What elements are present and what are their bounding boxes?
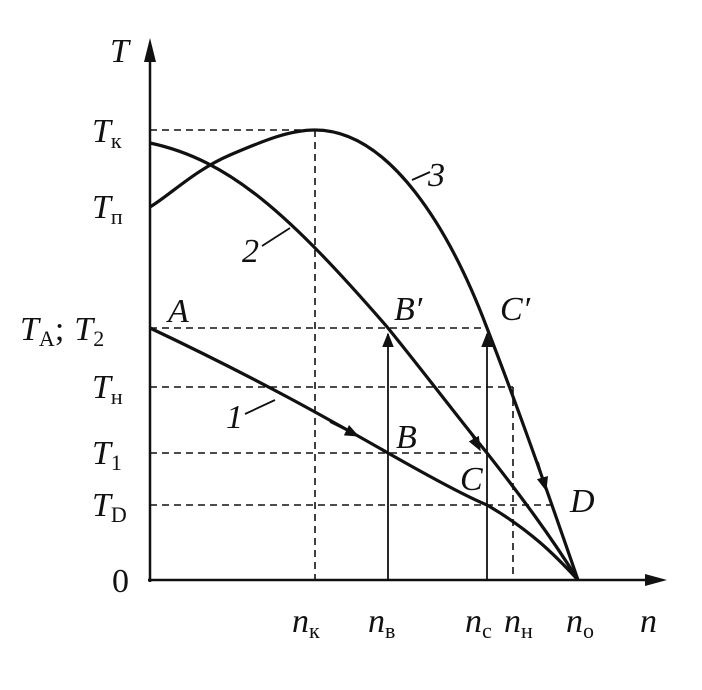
y-label: Tп	[92, 189, 123, 229]
curve-3	[149, 128, 580, 581]
x-arrow	[645, 574, 667, 586]
arrow-3	[536, 461, 548, 492]
x-label: nв	[368, 603, 395, 643]
curves	[149, 128, 580, 582]
point-label: C	[460, 461, 483, 498]
curve-label: 1	[226, 399, 243, 436]
arrow-2	[467, 427, 481, 452]
x-label: nс	[465, 603, 492, 643]
point-label: B	[396, 419, 417, 456]
x-label: nо	[566, 603, 594, 643]
y-label: 0	[112, 563, 129, 600]
point-label: A	[166, 293, 189, 330]
x-label: nк	[292, 603, 320, 643]
curve-label: 2	[242, 233, 259, 270]
y-axis-name: T	[110, 33, 131, 70]
point-label: D	[569, 483, 595, 520]
x-label: nн	[504, 603, 533, 643]
y-arrow	[144, 38, 156, 62]
dash-n	[150, 386, 514, 580]
guides	[150, 129, 555, 580]
y-label: T1	[92, 435, 122, 475]
y-label: Tк	[92, 113, 122, 153]
y-label: Tн	[92, 369, 123, 409]
curve-label: 3	[427, 157, 445, 194]
leader-3	[411, 171, 431, 181]
leader-2	[261, 227, 291, 247]
y-label: TA; T2	[20, 311, 104, 351]
leader-1	[244, 399, 276, 415]
point-label: B′	[394, 291, 423, 328]
y-label: TD	[92, 487, 127, 527]
curve-1	[149, 326, 580, 582]
x-axis-name: n	[640, 603, 657, 640]
dash-k	[150, 129, 316, 580]
labels: T n Tк Tп TA; T2 Tн T1 TD 0 nк nв nс nн n…	[20, 33, 657, 643]
curve-2	[149, 141, 580, 581]
point-label: C′	[500, 291, 531, 328]
arrow-1	[329, 421, 360, 437]
axes	[144, 38, 667, 586]
